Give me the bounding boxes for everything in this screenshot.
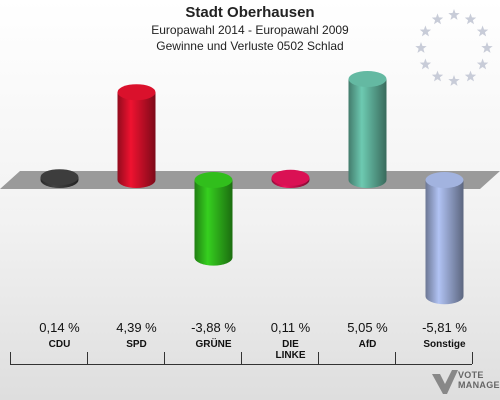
x-axis-line — [10, 364, 472, 365]
axis-tick — [395, 352, 396, 364]
star-icon — [481, 42, 493, 53]
chart-caption: Gewinne und Verluste 0502 Schlad — [156, 39, 344, 53]
axis-tick — [241, 352, 242, 364]
star-icon — [415, 42, 427, 53]
vote-manager-logo-icon — [432, 370, 458, 394]
star-icon — [476, 58, 489, 70]
star-icon — [464, 13, 477, 25]
axis-tick — [10, 352, 11, 364]
category-label: DIE LINKE — [275, 339, 306, 361]
category-label: SPD — [126, 339, 147, 350]
bar-afd — [348, 71, 387, 188]
bar-cdu — [40, 169, 79, 188]
value-label: -3,88 % — [191, 320, 236, 335]
category-label: AfD — [358, 339, 377, 350]
category-label: CDU — [48, 339, 71, 350]
axis-tick — [472, 352, 473, 364]
value-label: -5,81 % — [422, 320, 467, 335]
star-icon — [431, 13, 444, 25]
star-icon — [464, 70, 477, 82]
star-icon — [419, 58, 432, 70]
axis-tick — [87, 352, 88, 364]
axis-tick — [164, 352, 165, 364]
chart-title: Stadt Oberhausen — [185, 4, 315, 21]
star-icon — [448, 9, 460, 20]
category-label: Sonstige — [423, 339, 466, 350]
star-icon — [476, 25, 489, 37]
value-label: 5,05 % — [347, 320, 388, 335]
logo-text: VOTE MANAGER — [458, 370, 500, 390]
value-label: 4,39 % — [116, 320, 157, 335]
bar-grüne — [194, 172, 233, 266]
logo-line1: VOTE — [458, 370, 484, 380]
bar-die-linke — [271, 169, 310, 188]
star-icon — [431, 70, 444, 82]
chart-subtitle: Europawahl 2014 - Europawahl 2009 — [151, 23, 349, 37]
value-label: 0,14 % — [39, 320, 80, 335]
star-icon — [419, 25, 432, 37]
bar-spd — [117, 84, 156, 188]
bar-sonstige — [425, 172, 464, 305]
eu-stars-icon — [415, 9, 493, 86]
axis-tick — [318, 352, 319, 364]
category-label: GRÜNE — [195, 339, 232, 350]
star-icon — [448, 75, 460, 86]
value-label: 0,11 % — [270, 320, 311, 335]
logo-line2: MANAGER — [458, 380, 500, 390]
